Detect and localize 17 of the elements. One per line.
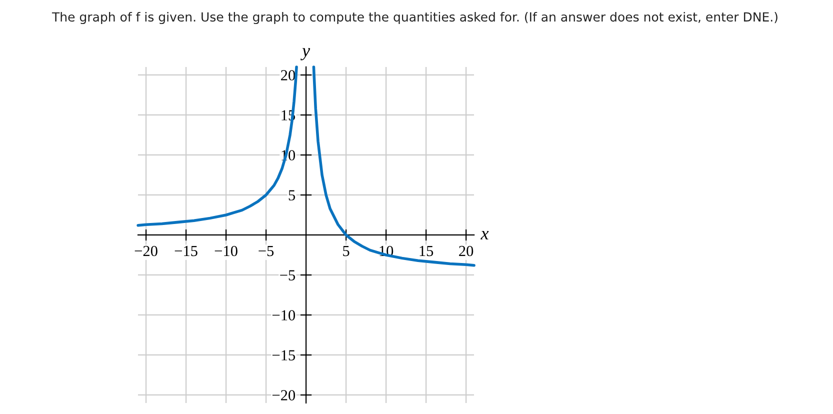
x-tick-label: 5 xyxy=(343,246,350,256)
x-tick-label: −20 xyxy=(134,246,158,256)
x-tick-label: −15 xyxy=(174,246,198,256)
x-axis-title: x xyxy=(480,231,489,240)
y-tick-label: 5 xyxy=(288,190,296,200)
x-tick-label: −10 xyxy=(214,246,238,256)
y-tick-label: −5 xyxy=(280,270,296,280)
y-tick-label: −15 xyxy=(272,350,296,360)
line-series xyxy=(136,66,298,227)
x-tick-label: −5 xyxy=(258,246,274,256)
chart-title: The graph of f is given. Use the graph to compute the quantities asked for. (If an answer does not exist, enter DNE.) xyxy=(52,12,778,24)
y-tick-label: −10 xyxy=(272,310,296,320)
x-tick-label: 15 xyxy=(420,246,434,256)
x-tick-label: 20 xyxy=(459,246,474,256)
y-tick-label: −20 xyxy=(272,390,296,400)
y-axis-title: y xyxy=(300,48,310,60)
line-series xyxy=(312,66,476,267)
